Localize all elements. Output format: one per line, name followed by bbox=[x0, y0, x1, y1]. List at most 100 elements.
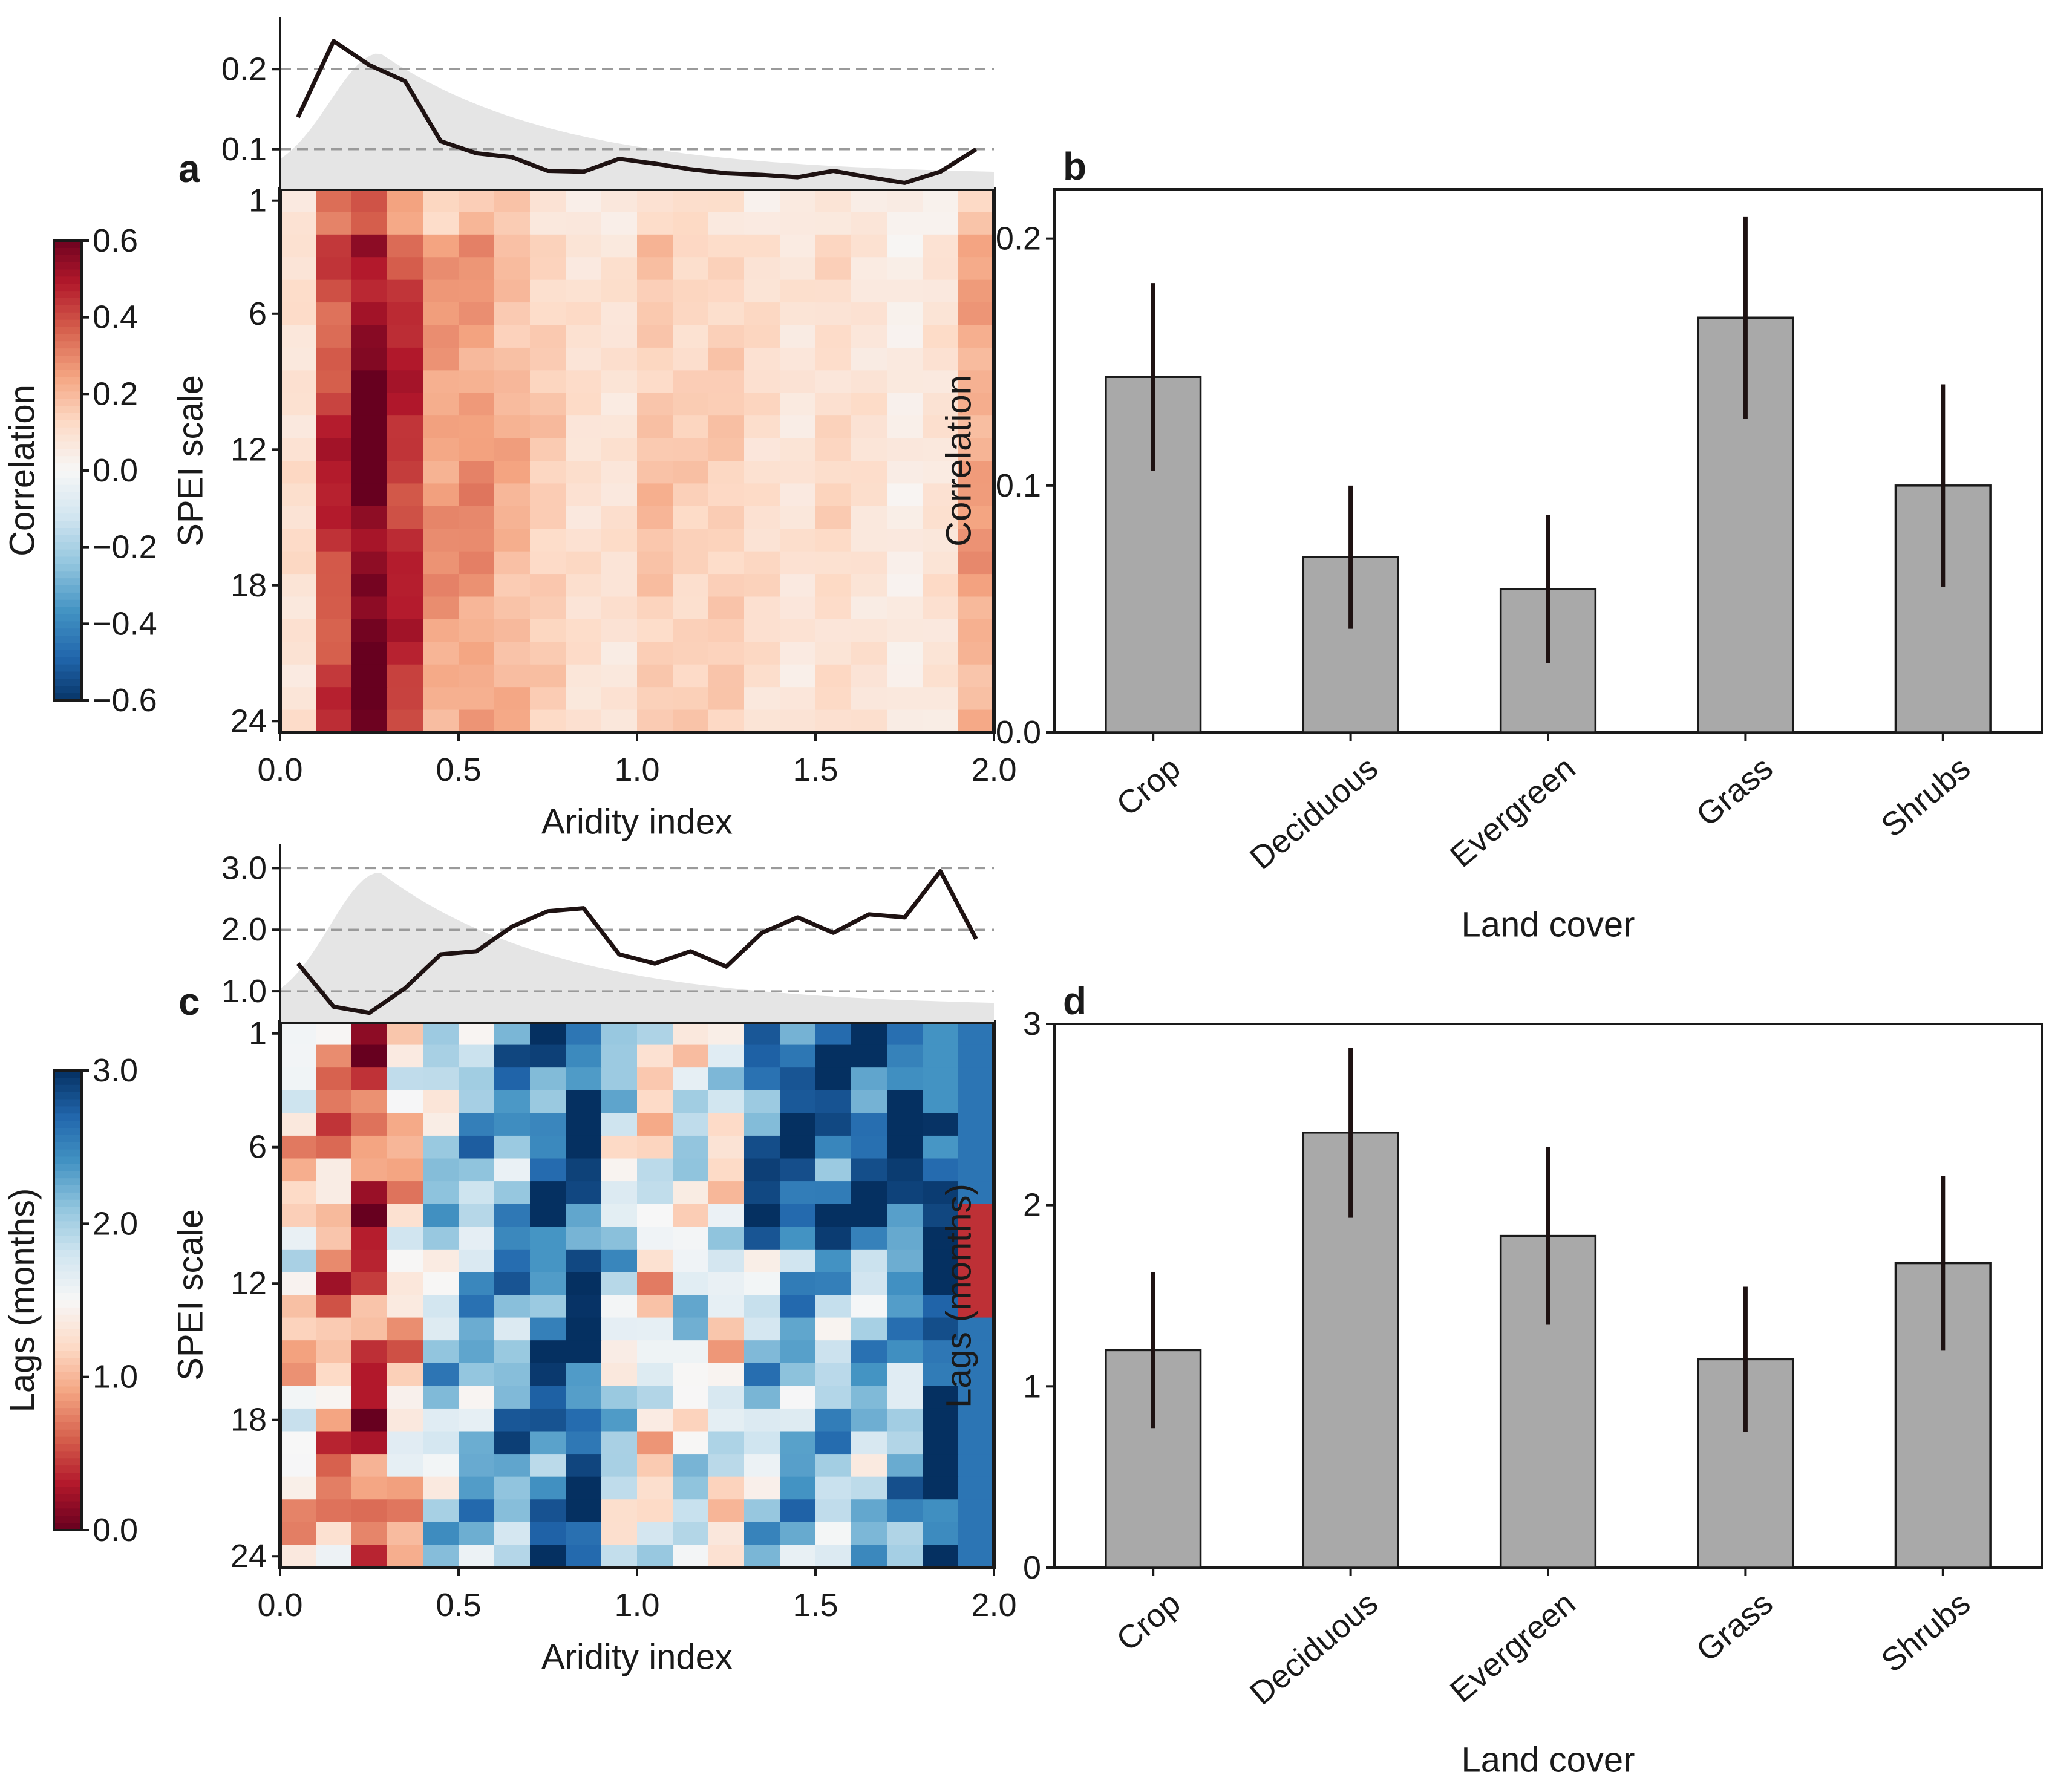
panel-a-cell bbox=[673, 302, 709, 326]
panel-a-cell bbox=[601, 709, 638, 733]
panel-b-xtick-label: Shrubs bbox=[1875, 750, 1978, 844]
panel-a-cell bbox=[851, 551, 887, 575]
panel-a-cell bbox=[316, 257, 352, 281]
panel-c-cell bbox=[851, 1135, 887, 1159]
panel-a-xtick-label: 1.5 bbox=[792, 752, 838, 788]
panel-c-cell bbox=[815, 1386, 852, 1409]
panel-a-cell bbox=[923, 551, 959, 575]
panel-c-cell bbox=[351, 1454, 388, 1478]
panel-c-cell bbox=[459, 1158, 495, 1182]
panel-c-cell bbox=[958, 1272, 995, 1295]
panel-a-cell bbox=[494, 393, 531, 416]
panel-a-cell bbox=[673, 529, 709, 552]
panel-a-cell bbox=[494, 279, 531, 303]
panel-c-colorbar-step bbox=[54, 1336, 82, 1344]
panel-a-cell bbox=[851, 529, 887, 552]
panel-c-cell bbox=[459, 1340, 495, 1364]
panel-a-cell bbox=[530, 302, 566, 326]
panel-c-cell bbox=[744, 1090, 780, 1113]
panel-a-cell bbox=[351, 596, 388, 620]
panel-c-cell bbox=[923, 1476, 959, 1500]
panel-c-cell bbox=[744, 1135, 780, 1159]
panel-c-cell bbox=[673, 1022, 709, 1046]
panel-c-colorbar-step bbox=[54, 1257, 82, 1265]
panel-a-cell bbox=[316, 370, 352, 394]
panel-a-cell bbox=[780, 483, 816, 507]
panel-a-cell bbox=[780, 506, 816, 529]
panel-c-cell bbox=[494, 1476, 531, 1500]
panel-a-cell bbox=[637, 415, 673, 439]
panel-a-cell bbox=[387, 212, 423, 235]
panel-c-cell bbox=[494, 1158, 531, 1182]
panel-c-cell bbox=[887, 1431, 923, 1455]
panel-c-cell bbox=[637, 1476, 673, 1500]
panel-a-cell bbox=[923, 189, 959, 213]
panel-a-cell bbox=[958, 370, 995, 394]
panel-c-cell bbox=[815, 1113, 852, 1136]
panel-a-cell bbox=[601, 596, 638, 620]
panel-a-cell bbox=[530, 189, 566, 213]
panel-c-marginal: 3.0 2.0 1.0 bbox=[221, 844, 994, 1022]
panel-c-cell bbox=[708, 1022, 745, 1046]
panel-a-colorbar-step bbox=[54, 291, 82, 299]
panel-c-cell bbox=[423, 1227, 459, 1250]
panel-c-cell bbox=[351, 1363, 388, 1386]
panel-a-cell bbox=[387, 461, 423, 484]
panel-c-cell bbox=[851, 1158, 887, 1182]
panel-c-cell bbox=[316, 1272, 352, 1295]
panel-c-cell bbox=[494, 1340, 531, 1364]
panel-c-cell bbox=[387, 1204, 423, 1227]
panel-a-cell bbox=[923, 596, 959, 620]
panel-c-cell bbox=[566, 1295, 602, 1318]
panel-c-cell bbox=[851, 1386, 887, 1409]
panel-a-cell bbox=[887, 506, 923, 529]
panel-c-cell bbox=[566, 1090, 602, 1113]
panel-a-cell bbox=[851, 574, 887, 598]
panel-c-cell bbox=[280, 1272, 316, 1295]
panel-a-cell bbox=[387, 551, 423, 575]
panel-c-cell bbox=[423, 1044, 459, 1068]
panel-a-cell bbox=[673, 551, 709, 575]
panel-c-cell bbox=[637, 1340, 673, 1364]
panel-c-cell bbox=[494, 1204, 531, 1227]
panel-a-cell bbox=[744, 189, 780, 213]
panel-a-cell bbox=[566, 302, 602, 326]
panel-c-cell bbox=[780, 1386, 816, 1409]
panel-c-cell bbox=[958, 1158, 995, 1182]
panel-a-cell bbox=[566, 551, 602, 575]
panel-c-cell bbox=[459, 1317, 495, 1341]
panel-a-cell bbox=[423, 664, 459, 688]
panel-c-panel-letter: c bbox=[178, 980, 200, 1023]
panel-c-colorbar-step bbox=[54, 1156, 82, 1165]
panel-a-cell bbox=[851, 302, 887, 326]
panel-a-cell bbox=[530, 370, 566, 394]
panel-c-cell bbox=[958, 1067, 995, 1091]
panel-c-colorbar-step bbox=[54, 1149, 82, 1158]
panel-b-ytick-label: 0.2 bbox=[996, 221, 1041, 257]
panel-c-cell bbox=[780, 1158, 816, 1182]
panel-c-cell bbox=[530, 1249, 566, 1273]
panel-a-cell bbox=[780, 234, 816, 258]
panel-a-cell bbox=[351, 189, 388, 213]
panel-a-colorbar-step bbox=[54, 327, 82, 335]
panel-c-cell bbox=[637, 1204, 673, 1227]
panel-c-cell bbox=[744, 1113, 780, 1136]
panel-c-cell bbox=[673, 1476, 709, 1500]
panel-c-cell bbox=[423, 1113, 459, 1136]
panel-c-cell bbox=[530, 1135, 566, 1159]
panel-c-cell bbox=[280, 1044, 316, 1068]
panel-c-cell bbox=[923, 1022, 959, 1046]
panel-a-cell bbox=[744, 574, 780, 598]
panel-a-cell bbox=[780, 529, 816, 552]
panel-c-cell bbox=[494, 1499, 531, 1523]
panel-a-cell bbox=[530, 664, 566, 688]
panel-c-cell bbox=[601, 1204, 638, 1227]
panel-d-ytick-label: 0 bbox=[1023, 1549, 1041, 1586]
panel-c-cell bbox=[923, 1158, 959, 1182]
panel-c-colorbar-step bbox=[54, 1451, 82, 1459]
panel-a-cell bbox=[601, 529, 638, 552]
panel-c-cell bbox=[780, 1204, 816, 1227]
panel-a-cell bbox=[530, 393, 566, 416]
panel-a-cell bbox=[387, 664, 423, 688]
panel-c-cell bbox=[744, 1295, 780, 1318]
